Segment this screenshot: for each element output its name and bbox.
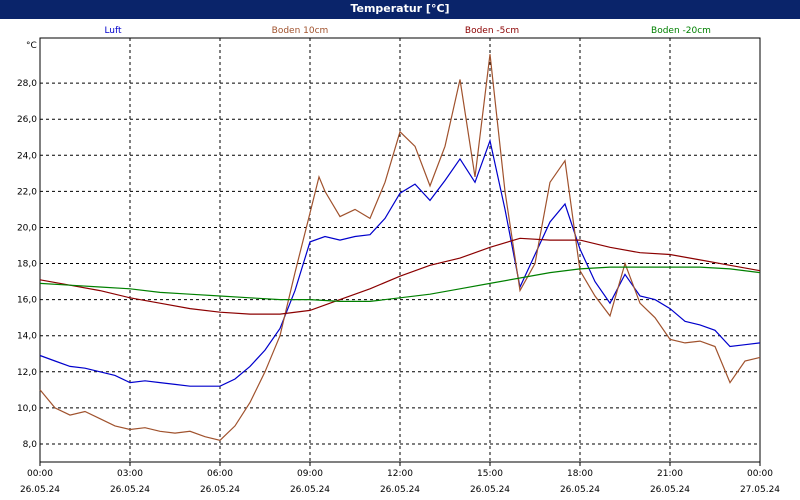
y-tick-label: 18,0 [17,260,37,270]
x-tick-time-label: 18:00 [567,469,593,479]
x-tick-time-label: 09:00 [297,469,323,479]
series-line-boden-10cm [39,54,761,441]
y-tick-label: 8,0 [23,440,38,450]
x-tick-date-label: 27.05.24 [740,485,780,495]
y-tick-label: 12,0 [17,368,37,378]
x-tick-time-label: 06:00 [207,469,233,479]
x-tick-time-label: 00:00 [27,469,53,479]
y-tick-label: 28,0 [17,79,37,89]
y-tick-label: 26,0 [17,115,37,125]
y-tick-label: 24,0 [17,151,37,161]
x-tick-date-label: 26.05.24 [110,485,150,495]
legend: Luft Boden 10cm Boden -5cm Boden -20cm [104,26,711,36]
series-line-boden-20cm [39,266,761,302]
x-tick-time-label: 00:00 [747,469,773,479]
x-tick-date-label: 26.05.24 [470,485,510,495]
x-tick-date-label: 26.05.24 [20,485,60,495]
series-group [39,54,761,441]
grid-lines [40,38,760,462]
series-line-luft [39,138,761,387]
window-title: Temperatur [°C] [0,0,800,19]
y-axis-ticks: 8,0 10,0 12,0 14,0 16,0 18,0 20,0 22,0 24,0 26,0 2… [17,79,37,450]
x-tick-date-label: 26.05.24 [290,485,330,495]
y-tick-label: 10,0 [17,404,37,414]
x-tick-date-label: 26.05.24 [560,485,600,495]
x-tick-date-label: 26.05.24 [650,485,690,495]
y-tick-label: 22,0 [17,187,37,197]
legend-entry-boden-10cm: Boden 10cm [272,26,329,36]
legend-entry-boden-20cm: Boden -20cm [651,26,711,36]
x-tick-date-label: 26.05.24 [380,485,420,495]
x-axis-ticks: 00:00 26.05.24 03:00 26.05.24 06:00 26.05.24 0… [20,462,780,495]
x-tick-time-label: 15:00 [477,469,503,479]
x-tick-time-label: 21:00 [657,469,683,479]
y-tick-label: 20,0 [17,223,37,233]
y-axis-unit-label: °C [26,41,37,51]
legend-entry-luft: Luft [104,26,122,36]
series-line-boden-5cm [39,237,761,315]
x-tick-time-label: 03:00 [117,469,143,479]
x-tick-date-label: 26.05.24 [200,485,240,495]
legend-entry-boden-5cm: Boden -5cm [465,26,519,36]
y-tick-label: 14,0 [17,332,37,342]
x-tick-time-label: 12:00 [387,469,413,479]
y-tick-label: 16,0 [17,296,37,306]
